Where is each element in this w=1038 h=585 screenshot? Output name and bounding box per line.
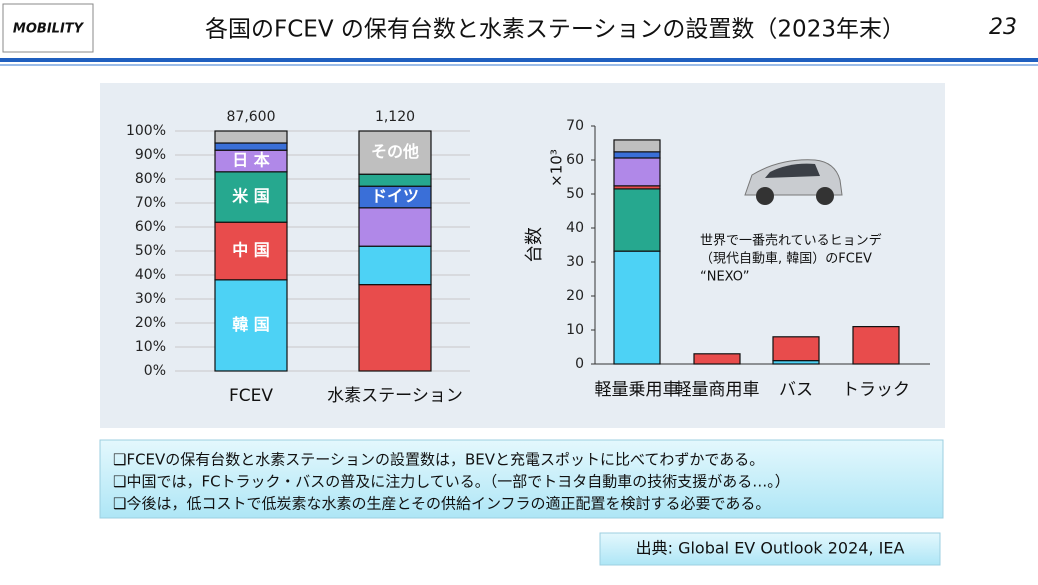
bar-segment	[613, 188, 661, 252]
y-tick-label: 60	[566, 152, 584, 168]
segment-label: 米 国	[232, 187, 270, 206]
y-axis-unit: ×10³	[548, 149, 566, 187]
header-rule	[0, 64, 1038, 66]
bar-segment	[772, 336, 820, 362]
bar-segment	[214, 171, 288, 223]
bar-segment	[613, 250, 661, 365]
y-tick-label: 40	[566, 220, 584, 236]
car-illustration	[744, 159, 843, 205]
annotation: “NEXO”	[700, 270, 750, 285]
segment-label: ドイツ	[371, 187, 419, 206]
y-axis-label: 台数	[524, 227, 545, 263]
y-tick-label: 60%	[135, 219, 166, 235]
bar-segment	[214, 130, 288, 144]
y-tick-label: 100%	[126, 123, 166, 139]
bar-segment	[613, 151, 661, 159]
y-tick-label: 70%	[135, 195, 166, 211]
x-tick-label: トラック	[842, 380, 910, 400]
annotation: （現代自動車, 韓国）のFCEV	[700, 252, 872, 267]
bar-segment	[693, 353, 741, 365]
logo: MOBILITY	[13, 22, 85, 37]
y-tick-label: 40%	[135, 267, 166, 283]
bullet-box	[99, 439, 944, 519]
y-tick-label: 70	[566, 118, 584, 134]
y-tick-label: 20	[566, 288, 584, 304]
y-tick-label: 90%	[135, 147, 166, 163]
annotation: 世界で一番売れているヒョンデ	[700, 233, 882, 249]
slide-title: 各国のFCEV の保有台数と水素ステーションの設置数（2023年末）	[205, 17, 905, 43]
bullet: ❑中国では，FCトラック・バスの普及に注力している。（一部でトヨタ自動車の技術支…	[113, 473, 790, 491]
header-rule	[0, 58, 1038, 62]
y-tick-label: 0	[575, 356, 584, 372]
bar-segment	[214, 279, 288, 372]
y-tick-label: 80%	[135, 171, 166, 187]
x-tick-label: 水素ステーション	[327, 386, 463, 406]
segment-label: 日 本	[232, 151, 270, 170]
y-tick-label: 10%	[135, 339, 166, 355]
x-tick-label: 軽量商用車	[675, 380, 760, 400]
y-tick-label: 50%	[135, 243, 166, 259]
bar-segment	[358, 284, 432, 372]
bar-segment	[358, 207, 432, 247]
source-box	[599, 532, 941, 566]
bullet: ❑FCEVの保有台数と水素ステーションの設置数は，BEVと充電スポットに比べてわ…	[113, 451, 764, 469]
bar-segment	[852, 326, 900, 365]
y-tick-label: 0%	[144, 363, 166, 379]
bar-segment	[358, 245, 432, 286]
x-tick-label: FCEV	[229, 386, 273, 406]
y-tick-label: 10	[566, 322, 584, 338]
x-tick-label: 軽量乗用車	[595, 380, 680, 400]
bar-segment	[214, 221, 288, 281]
page-number: 23	[989, 15, 1017, 40]
total-label: 1,120	[375, 109, 415, 125]
segment-label: その他	[371, 142, 419, 161]
y-tick-label: 50	[566, 186, 584, 202]
bar-segment	[214, 142, 288, 151]
total-label: 87,600	[227, 109, 276, 125]
bar-segment	[613, 139, 661, 153]
segment-label: 韓 国	[232, 315, 270, 334]
source: 出典: Global EV Outlook 2024, IEA	[636, 539, 905, 558]
segment-label: 中 国	[232, 241, 270, 260]
bar-segment	[358, 173, 432, 187]
logo-box	[2, 3, 94, 53]
y-tick-label: 30%	[135, 291, 166, 307]
x-tick-label: バス	[779, 380, 813, 400]
bullet: ❑今後は，低コストで低炭素な水素の生産とその供給インフラの適正配置を検討する必要…	[113, 495, 770, 513]
bar-segment	[358, 130, 432, 175]
y-tick-label: 20%	[135, 315, 166, 331]
charts: 0% 10% 20% 30% 40% 50% 60% 70% 80% 90% 100% 韓 国 中 国 米…	[126, 109, 930, 406]
y-tick-label: 30	[566, 254, 584, 270]
bar-segment	[613, 157, 661, 187]
